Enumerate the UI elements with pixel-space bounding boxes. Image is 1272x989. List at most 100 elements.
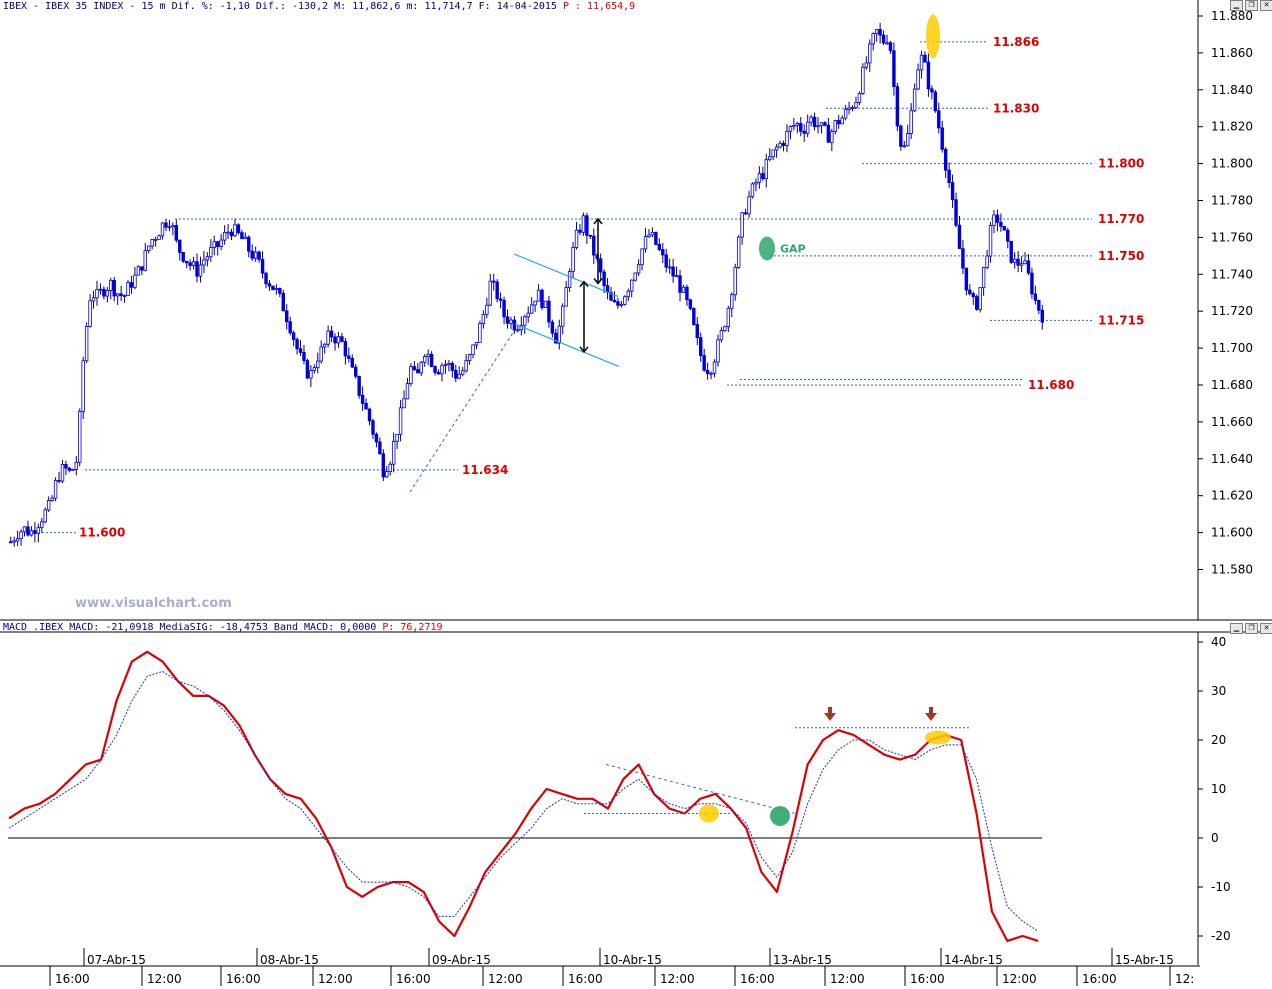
candle-bearish [64, 464, 68, 469]
candle-bearish [598, 258, 603, 273]
level-label: 11.680 [1028, 378, 1074, 392]
price-tick-label: 11.660 [1211, 415, 1253, 429]
candle-bearish [609, 292, 613, 301]
candle-bullish [681, 286, 686, 293]
candle-bullish [809, 116, 813, 123]
candle-bearish [340, 336, 344, 342]
candle-bearish [743, 212, 748, 215]
macd-tick-label: -20 [1211, 929, 1231, 943]
candle-bullish [15, 538, 20, 542]
candle-bullish [764, 159, 768, 180]
candle-bullish [150, 238, 154, 247]
candle-bullish [36, 527, 41, 534]
candle-bearish [436, 372, 441, 375]
candle-bearish [943, 148, 948, 171]
macd-header: MACD_.IBEX MACD: -21,0918 MediaSIG: -18,… [3, 622, 443, 633]
candle-bullish [40, 521, 44, 529]
candle-bullish [426, 353, 430, 357]
candle-bullish [840, 117, 844, 125]
candle-bullish [906, 133, 910, 147]
level-label: 11.715 [1098, 313, 1144, 327]
time-label: 16:00 [226, 972, 261, 986]
candle-bearish [654, 231, 658, 245]
candle-bullish [464, 360, 468, 372]
candle-bearish [267, 283, 272, 287]
candle-bullish [523, 316, 527, 326]
candle-bullish [861, 66, 865, 94]
candle-bullish [78, 410, 82, 463]
candle-bearish [495, 281, 499, 300]
candle-bearish [67, 467, 72, 471]
macd-tick-label: 20 [1211, 733, 1226, 747]
candle-bearish [329, 330, 334, 338]
candle-bullish [467, 354, 472, 361]
candle-bullish [233, 224, 237, 237]
candle-bullish [830, 131, 834, 143]
candles-group [9, 22, 1044, 547]
candle-bullish [771, 149, 775, 158]
candle-bullish [626, 290, 630, 298]
minimize-icon[interactable]: ▁ [1230, 623, 1243, 634]
candle-bearish [360, 394, 365, 404]
candle-bullish [509, 319, 513, 324]
candle-bullish [136, 266, 141, 276]
candle-bearish [302, 352, 306, 361]
candle-bullish [319, 346, 323, 362]
candle-bullish [978, 287, 982, 310]
macd-line [8, 650, 1039, 943]
price-tick-label: 11.600 [1211, 526, 1253, 540]
candle-bearish [367, 408, 372, 422]
candle-bullish [567, 271, 572, 288]
candle-bullish [885, 42, 889, 45]
candle-bearish [888, 42, 893, 52]
candle-bullish [419, 361, 423, 374]
level-label: 11.634 [462, 463, 508, 477]
candle-bullish [754, 181, 758, 185]
candle-bearish [1009, 240, 1013, 263]
candle-bearish [416, 369, 420, 374]
arrow-head [593, 217, 603, 225]
candle-bearish [950, 182, 955, 201]
macd-cross-highlight [770, 805, 790, 826]
candle-bearish [933, 91, 938, 112]
candle-bearish [236, 224, 241, 234]
candle-bullish [650, 231, 655, 236]
candle-bearish [278, 288, 282, 294]
candle-bearish [184, 260, 189, 264]
candle-bullish [22, 526, 27, 533]
restore-icon[interactable]: ❐ [1245, 623, 1258, 634]
candle-bearish [429, 353, 434, 367]
candle-bullish [871, 33, 875, 45]
candle-bullish [222, 232, 227, 241]
candle-bearish [999, 221, 1003, 227]
candle-bullish [785, 130, 789, 146]
level-label: 11.800 [1098, 157, 1144, 171]
candle-bearish [257, 251, 261, 260]
candle-bearish [781, 142, 786, 146]
candle-bearish [250, 250, 254, 259]
close-icon[interactable]: ✕ [1260, 623, 1272, 634]
candle-bullish [757, 173, 762, 183]
candle-bearish [954, 199, 958, 226]
candle-bullish [312, 367, 317, 372]
price-tick-label: 11.700 [1211, 341, 1253, 355]
date-label: 15-Abr-15 [1115, 953, 1174, 967]
close-icon[interactable]: ✕ [1260, 0, 1272, 11]
candle-bullish [336, 336, 341, 344]
restore-icon[interactable]: ❐ [1245, 0, 1258, 11]
candle-bearish [216, 241, 220, 247]
candle-bullish [191, 261, 196, 266]
candle-bearish [664, 254, 668, 268]
candle-bullish [833, 120, 837, 132]
candle-bullish [564, 287, 568, 307]
candle-bullish [322, 343, 327, 348]
candle-bullish [160, 222, 165, 237]
candle-bearish [333, 336, 337, 344]
candle-bullish [733, 267, 737, 296]
candle-bearish [264, 272, 268, 285]
candle-bearish [585, 215, 589, 236]
macd-stats: MACD_.IBEX MACD: -21,0918 MediaSIG: -18,… [3, 622, 377, 633]
minimize-icon[interactable]: ▁ [1230, 0, 1243, 11]
candle-bearish [923, 54, 927, 63]
candle-bearish [678, 275, 682, 293]
